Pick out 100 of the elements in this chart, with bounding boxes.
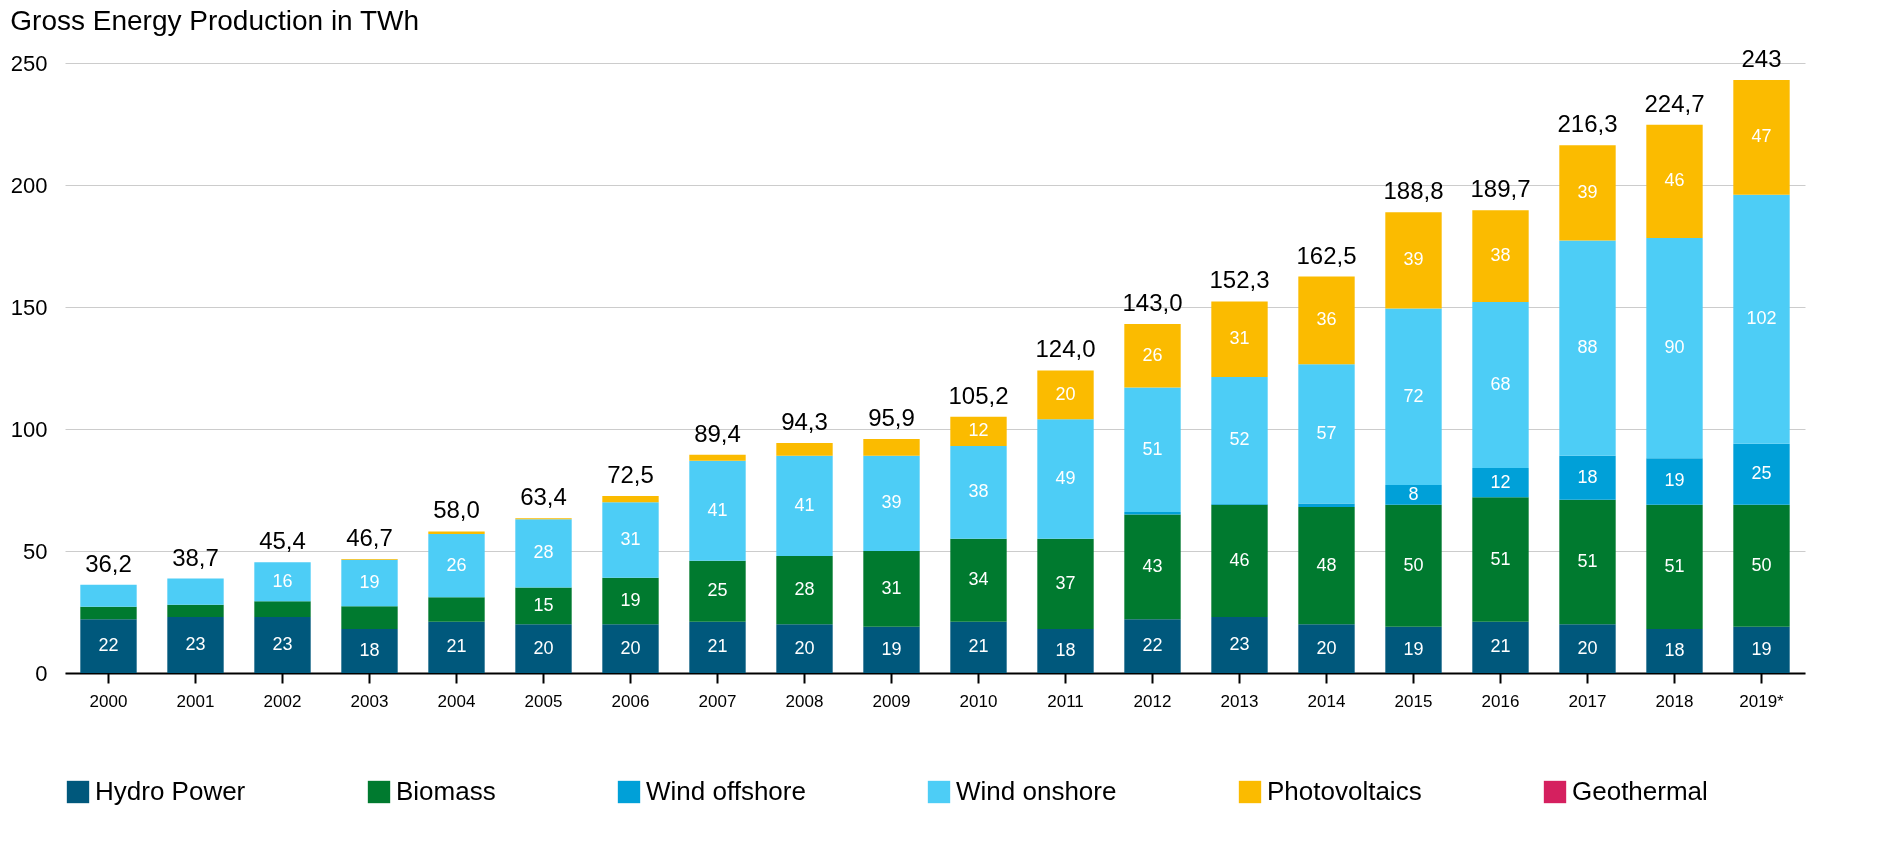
x-tick-label: 2018 bbox=[1655, 691, 1694, 711]
data-label: 51 bbox=[1664, 555, 1685, 576]
bar bbox=[1472, 497, 1529, 622]
x-tick-label: 2012 bbox=[1133, 691, 1172, 711]
data-label: 19 bbox=[620, 590, 641, 611]
y-tick-label: 250 bbox=[10, 50, 48, 76]
y-tick-label: 50 bbox=[23, 538, 48, 564]
data-label: 22 bbox=[1142, 635, 1163, 656]
bar bbox=[776, 455, 833, 556]
bar bbox=[1646, 124, 1703, 238]
data-label: 36 bbox=[1316, 309, 1337, 330]
data-label: 28 bbox=[533, 542, 554, 563]
bar bbox=[1733, 443, 1790, 505]
bar bbox=[1385, 212, 1442, 309]
bar bbox=[1124, 619, 1181, 673]
x-tick-label: 2000 bbox=[89, 691, 128, 711]
data-label: 46 bbox=[1664, 170, 1685, 191]
bar bbox=[602, 496, 659, 503]
bar bbox=[515, 624, 572, 673]
total-label: 58,0 bbox=[433, 496, 480, 524]
x-tick-label: 2005 bbox=[524, 691, 563, 711]
bar bbox=[80, 619, 137, 673]
bar bbox=[80, 606, 137, 620]
bar bbox=[776, 555, 833, 625]
data-label: 41 bbox=[794, 494, 815, 515]
data-label: 39 bbox=[1577, 181, 1598, 202]
bar bbox=[1733, 194, 1790, 444]
total-label: 72,5 bbox=[607, 461, 654, 489]
bar bbox=[1211, 377, 1268, 504]
bar bbox=[428, 531, 485, 534]
total-label: 89,4 bbox=[694, 419, 741, 447]
data-label: 31 bbox=[881, 577, 902, 598]
data-label: 31 bbox=[620, 529, 641, 550]
bar bbox=[1385, 504, 1442, 627]
bar bbox=[1298, 503, 1355, 508]
bar bbox=[341, 629, 398, 673]
x-tick-label: 2001 bbox=[176, 691, 215, 711]
bar bbox=[1298, 507, 1355, 625]
legend-label: Biomass bbox=[396, 776, 496, 806]
bar bbox=[689, 454, 746, 461]
data-label: 47 bbox=[1751, 126, 1772, 147]
bar bbox=[254, 562, 311, 602]
bar bbox=[776, 624, 833, 673]
total-label: 189,7 bbox=[1470, 175, 1531, 203]
total-label: 216,3 bbox=[1557, 110, 1618, 138]
data-label: 19 bbox=[359, 571, 380, 592]
bar bbox=[1472, 621, 1529, 673]
data-label: 21 bbox=[1490, 636, 1511, 657]
bar bbox=[1385, 308, 1442, 486]
data-label: 43 bbox=[1142, 555, 1163, 576]
total-label: 188,8 bbox=[1383, 177, 1444, 205]
bar bbox=[863, 439, 920, 456]
data-label: 49 bbox=[1055, 468, 1076, 489]
bar bbox=[1472, 468, 1529, 498]
data-label: 20 bbox=[1055, 383, 1076, 404]
bar bbox=[1298, 364, 1355, 504]
bar bbox=[1646, 458, 1703, 505]
bar bbox=[1646, 237, 1703, 459]
bar bbox=[428, 533, 485, 598]
data-label: 102 bbox=[1746, 308, 1777, 329]
data-label: 12 bbox=[968, 420, 989, 441]
data-label: 18 bbox=[1055, 640, 1076, 661]
data-label: 52 bbox=[1229, 429, 1250, 450]
bar bbox=[1472, 302, 1529, 469]
data-label: 28 bbox=[794, 579, 815, 600]
data-label: 39 bbox=[1403, 249, 1424, 270]
data-label: 50 bbox=[1403, 554, 1424, 575]
bar bbox=[1211, 616, 1268, 673]
data-label: 19 bbox=[1403, 638, 1424, 659]
data-label: 88 bbox=[1577, 337, 1598, 358]
x-tick-label: 2015 bbox=[1394, 691, 1433, 711]
data-label: 20 bbox=[533, 637, 554, 658]
legend-label: Hydro Power bbox=[95, 776, 246, 806]
bar bbox=[950, 446, 1007, 539]
total-label: 38,7 bbox=[172, 543, 219, 571]
x-tick-label: 2019* bbox=[1739, 691, 1785, 711]
data-label: 8 bbox=[1408, 483, 1419, 504]
x-tick-label: 2014 bbox=[1307, 691, 1346, 711]
data-label: 25 bbox=[707, 580, 728, 601]
y-tick-label: 0 bbox=[35, 660, 48, 686]
bar bbox=[1559, 145, 1616, 241]
data-label: 20 bbox=[1316, 637, 1337, 658]
data-label: 31 bbox=[1229, 328, 1250, 349]
data-label: 26 bbox=[1142, 344, 1163, 365]
bar bbox=[80, 584, 137, 607]
bar bbox=[863, 455, 920, 551]
bar bbox=[1124, 324, 1181, 388]
bar bbox=[1298, 624, 1355, 673]
data-label: 21 bbox=[446, 636, 467, 657]
bar bbox=[602, 577, 659, 625]
total-label: 162,5 bbox=[1296, 241, 1357, 269]
total-label: 243 bbox=[1741, 45, 1782, 73]
data-label: 21 bbox=[707, 636, 728, 657]
bar bbox=[1733, 80, 1790, 195]
bar bbox=[1385, 626, 1442, 673]
bar bbox=[863, 551, 920, 627]
data-label: 15 bbox=[533, 594, 554, 615]
data-label: 37 bbox=[1055, 572, 1076, 593]
data-label: 18 bbox=[1577, 466, 1598, 487]
total-label: 94,3 bbox=[781, 407, 828, 435]
